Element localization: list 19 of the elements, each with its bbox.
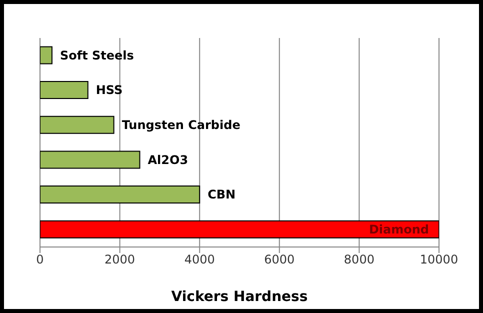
bar: [40, 150, 140, 169]
x-tick-label: 6000: [264, 252, 295, 267]
y-tick-label: Al2O3: [148, 152, 188, 167]
y-tick-label: Soft Steels: [60, 48, 134, 62]
x-tick-label: 10000: [420, 252, 458, 267]
y-tick-label: HSS: [96, 83, 123, 98]
y-tick-label: Tungsten Carbide: [122, 118, 240, 132]
bar: [40, 186, 200, 204]
x-axis-title: Vickers Hardness: [171, 289, 308, 305]
x-tick-label: 8000: [344, 252, 374, 267]
x-tick-label: 2000: [104, 252, 136, 267]
x-tick-label: 4000: [184, 252, 215, 267]
bar: [40, 46, 52, 64]
bar: [40, 81, 88, 100]
y-tick-label: CBN: [208, 188, 236, 202]
bar: [40, 220, 439, 238]
x-tick-label: 0: [36, 252, 44, 267]
y-tick-label: Diamond: [368, 222, 429, 237]
bar: [40, 116, 114, 134]
